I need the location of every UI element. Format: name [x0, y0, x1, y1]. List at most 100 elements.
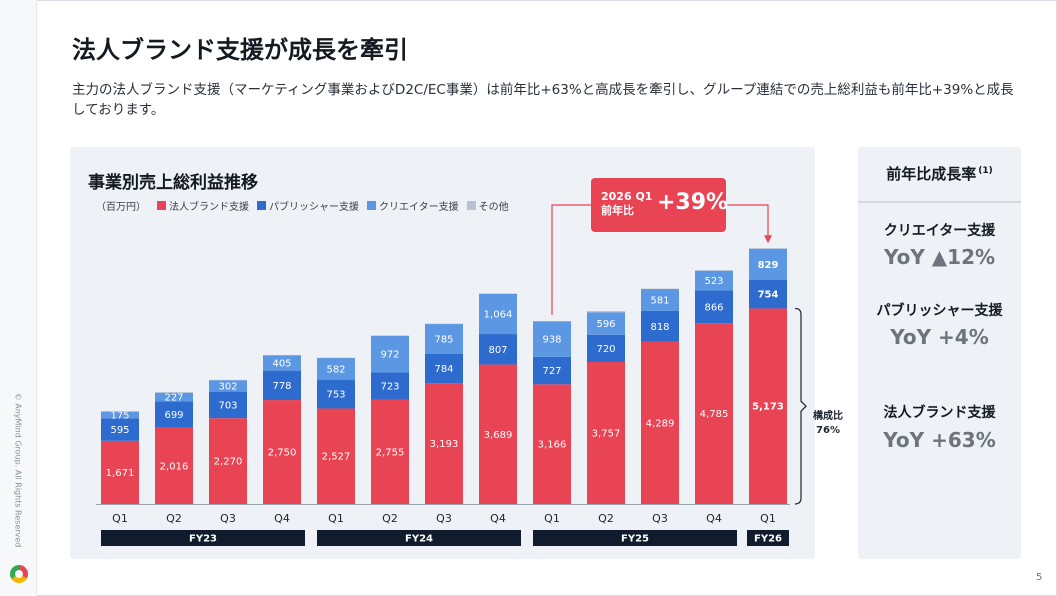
- bar-segment: [749, 308, 787, 504]
- arrow-head: [764, 235, 772, 244]
- data-label: 785: [434, 334, 453, 345]
- fiscal-year-label: FY25: [621, 534, 649, 545]
- page-description: 主力の法人ブランド支援（マーケティング事業およびD2C/EC事業）は前年比+63…: [72, 82, 1014, 118]
- data-label: 2,016: [160, 461, 189, 472]
- bar-segment: [155, 401, 193, 428]
- fiscal-year-bar: [533, 530, 737, 546]
- bar-segment: [479, 334, 517, 365]
- yoy-panel-header: 前年比成長率 (1): [858, 147, 1021, 203]
- data-label: 699: [164, 410, 183, 421]
- composition-label: 構成比: [813, 409, 843, 422]
- legend-item: 法人ブランド支援: [157, 198, 249, 213]
- bar-segment: [101, 418, 139, 441]
- data-label: 405: [272, 358, 291, 369]
- x-tick-label: Q3: [220, 512, 236, 525]
- bar-segment: [263, 354, 301, 356]
- segment-name-corporate: 法人ブランド支援: [883, 405, 996, 421]
- legend-item: その他: [466, 198, 509, 213]
- data-label: 2,270: [214, 457, 243, 468]
- segment-yoy-publisher: YoY +4%: [890, 325, 989, 349]
- bar-segment: [371, 372, 409, 400]
- bar-segment: [533, 356, 571, 385]
- data-label: 829: [758, 260, 779, 271]
- data-label: 1,671: [106, 468, 135, 479]
- bar-segment: [263, 370, 301, 401]
- bar-segment: [317, 380, 355, 409]
- data-label: 175: [110, 411, 129, 422]
- data-label: 1,064: [484, 309, 513, 320]
- bar-segment: [479, 364, 517, 504]
- x-tick-label: Q3: [436, 512, 452, 525]
- data-label: 581: [650, 295, 669, 306]
- bar-segment: [155, 392, 193, 393]
- data-label: 2,750: [268, 448, 297, 459]
- bar-segment: [371, 335, 409, 373]
- legend-item: パブリッシャー支援: [257, 198, 359, 213]
- x-tick-label: Q2: [166, 512, 182, 525]
- x-tick-label: Q1: [760, 512, 776, 525]
- bar-segment: [263, 400, 301, 504]
- fiscal-year-label: FY23: [189, 534, 217, 545]
- bar-segment: [101, 410, 139, 412]
- footnote-mark: (1): [978, 166, 993, 176]
- data-label: 3,757: [592, 428, 621, 439]
- bar-segment: [101, 440, 139, 504]
- callout-line-left: [551, 204, 591, 316]
- legend-label: クリエイター支援: [379, 202, 459, 213]
- data-label: 753: [326, 390, 345, 401]
- composition-bracket: [794, 307, 807, 505]
- bar-segment: [533, 384, 571, 504]
- legend-item: クリエイター支援: [367, 198, 459, 213]
- data-label: 582: [326, 365, 345, 376]
- segment-name-publisher: パブリッシャー支援: [876, 303, 1003, 319]
- fiscal-year-bar: [317, 530, 521, 546]
- data-label: 703: [218, 400, 237, 411]
- bar-segment: [317, 358, 355, 381]
- data-label: 4,785: [700, 409, 729, 420]
- segment-name-creator: クリエイター支援: [883, 223, 996, 239]
- x-tick-label: Q4: [274, 512, 290, 525]
- bar-segment: [371, 399, 409, 504]
- legend-label: パブリッシャー支援: [269, 202, 359, 213]
- bar-segment: [101, 411, 139, 419]
- data-label: 3,193: [430, 439, 459, 450]
- data-label: 807: [488, 345, 507, 356]
- composition-value: 76%: [816, 425, 840, 436]
- bar-segment: [695, 290, 733, 324]
- bar-segment: [317, 408, 355, 504]
- bar-segment: [317, 357, 355, 359]
- bar-segment: [587, 311, 625, 313]
- segment-yoy-creator: YoY ▲12%: [883, 245, 996, 269]
- data-label: 227: [164, 393, 183, 404]
- legend-swatch-other: [466, 201, 476, 210]
- bar-segment: [425, 353, 463, 384]
- bar-segment: [641, 288, 679, 311]
- yoy-panel: [858, 147, 1021, 559]
- callout-label: 2026 Q1 前年比: [601, 190, 653, 217]
- bar-segment: [749, 248, 787, 249]
- left-band: © AnyMind Group. All Rights Reserved: [0, 0, 37, 596]
- bar-segment: [749, 279, 787, 309]
- chart-unit: （百万円）: [96, 202, 146, 213]
- bar-segment: [749, 248, 787, 280]
- bar-segment: [641, 310, 679, 342]
- data-label: 3,166: [538, 440, 567, 451]
- data-label: 784: [434, 364, 453, 375]
- bar-segment: [155, 427, 193, 504]
- bar-segment: [479, 293, 517, 335]
- yoy-panel-title: 前年比成長率 (1): [858, 163, 1021, 184]
- data-label: 938: [542, 335, 561, 346]
- bar-segment: [371, 335, 409, 336]
- x-tick-label: Q1: [112, 512, 128, 525]
- legend-swatch-creator: [367, 201, 376, 210]
- data-label: 778: [272, 381, 291, 392]
- bar-segment: [479, 293, 517, 294]
- fiscal-year-bar: [747, 530, 789, 546]
- bar-segment: [533, 321, 571, 322]
- company-logo-icon: [10, 565, 28, 583]
- bar-segment: [587, 361, 625, 504]
- bar-segment: [587, 312, 625, 335]
- data-label: 723: [380, 382, 399, 393]
- bar-segment: [641, 341, 679, 504]
- callout-value: +39%: [657, 190, 729, 215]
